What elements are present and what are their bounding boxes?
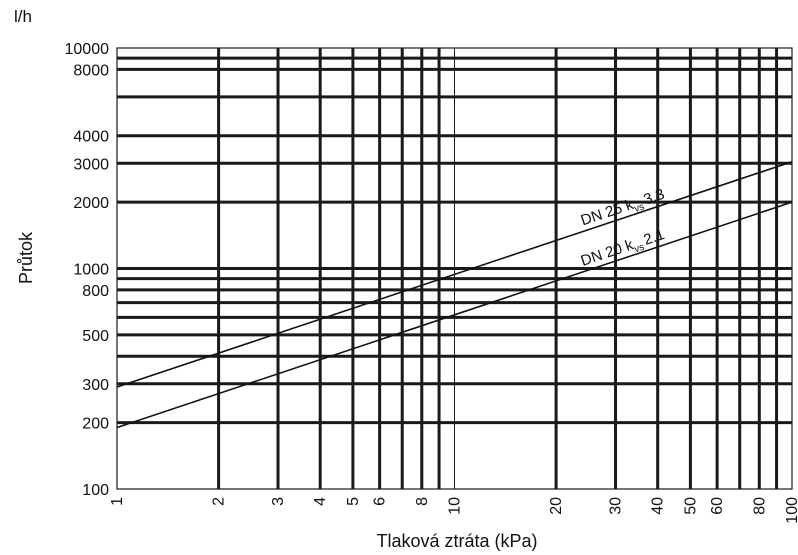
series-line bbox=[116, 160, 793, 388]
series-label: DN 25 kvs3.3 bbox=[579, 186, 668, 233]
y-tick-label: 100 bbox=[82, 482, 109, 499]
x-tick-label: 3 bbox=[270, 497, 287, 506]
x-tick-label: 8 bbox=[414, 497, 431, 506]
y-tick-label: 200 bbox=[82, 416, 109, 433]
y-tick-label: 8000 bbox=[73, 62, 109, 79]
x-tick-label: 6 bbox=[372, 497, 389, 506]
x-tick-label: 10 bbox=[447, 497, 464, 515]
x-tick-label: 1 bbox=[109, 497, 126, 506]
y-axis-unit: l/h bbox=[14, 7, 32, 26]
y-tick-label: 4000 bbox=[73, 129, 109, 146]
plot-border bbox=[116, 47, 793, 490]
grid-lines bbox=[117, 48, 792, 489]
y-tick-label: 500 bbox=[82, 328, 109, 345]
x-tick-label: 50 bbox=[682, 497, 699, 515]
x-tick-label: 2 bbox=[211, 497, 228, 506]
y-tick-label: 10000 bbox=[65, 41, 110, 58]
x-axis-label: Tlaková ztráta (kPa) bbox=[376, 531, 537, 551]
x-tick-label: 20 bbox=[548, 497, 565, 515]
x-tick-label: 40 bbox=[650, 497, 667, 515]
x-tick-label: 80 bbox=[751, 497, 768, 515]
y-tick-label: 2000 bbox=[73, 195, 109, 212]
x-tick-label: 5 bbox=[345, 497, 362, 506]
x-tick-label: 30 bbox=[608, 497, 625, 515]
tick-labels: 100 200 300 500 800 1000 2000 3000 4000 8000 10000… bbox=[65, 41, 798, 524]
x-tick-label: 100 bbox=[784, 497, 798, 524]
y-tick-label: 3000 bbox=[73, 156, 109, 173]
y-axis-label: Průtok bbox=[16, 231, 36, 284]
series-label: DN 20 kvs2.1 bbox=[579, 226, 668, 273]
y-tick-label: 300 bbox=[82, 377, 109, 394]
y-tick-label: 1000 bbox=[73, 262, 109, 279]
y-tick-label: 800 bbox=[82, 283, 109, 300]
x-tick-label: 60 bbox=[709, 497, 726, 515]
x-tick-label: 4 bbox=[312, 497, 329, 506]
plot-frame bbox=[116, 47, 793, 490]
series-line bbox=[116, 201, 793, 429]
